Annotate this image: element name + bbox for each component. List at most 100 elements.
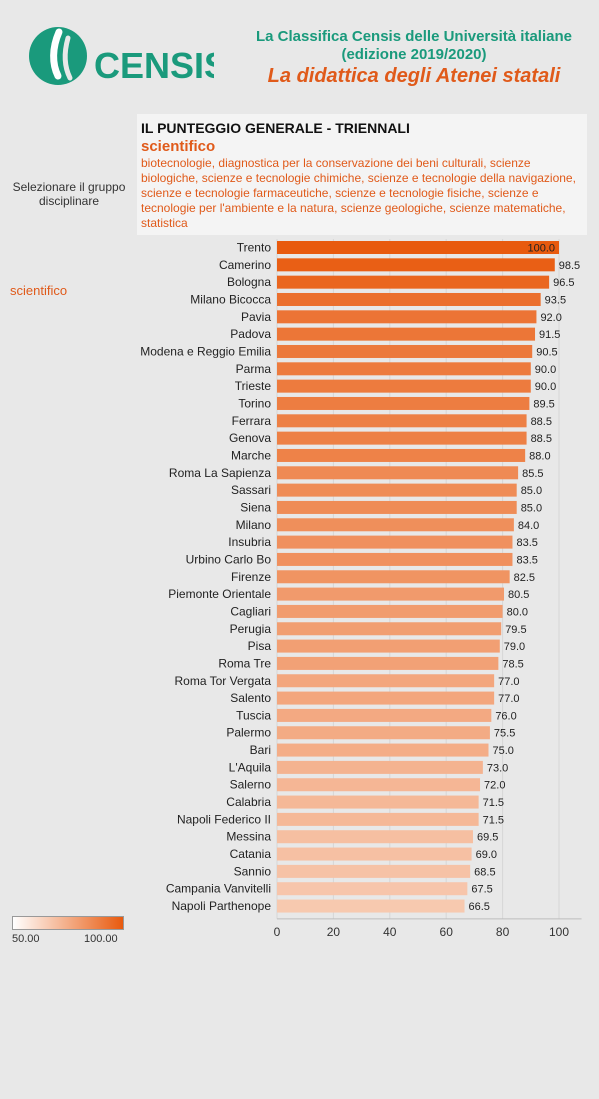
bar (277, 518, 514, 532)
bar (277, 258, 555, 272)
category-label: Padova (230, 327, 271, 341)
bar (277, 241, 559, 254)
category-label: Trieste (235, 379, 272, 393)
category-label: Catania (230, 847, 272, 861)
panel-subtitle: scientifico (141, 138, 216, 155)
value-label: 90.0 (535, 364, 556, 376)
bar (277, 570, 510, 584)
value-label: 68.5 (474, 866, 495, 878)
legend-max-label: 100.00 (84, 933, 118, 945)
value-label: 71.5 (483, 814, 504, 826)
value-label: 88.0 (529, 450, 550, 462)
category-label: Trento (237, 241, 272, 255)
category-label: Perugia (230, 622, 272, 636)
value-label: 84.0 (518, 520, 539, 532)
value-label: 90.5 (536, 346, 557, 358)
category-label: Genova (229, 431, 271, 445)
value-label: 80.0 (507, 606, 528, 618)
value-label: 90.0 (535, 381, 556, 393)
value-label: 78.5 (502, 658, 523, 670)
bar (277, 656, 499, 670)
value-label: 77.0 (498, 693, 519, 705)
category-label: Salento (230, 691, 271, 705)
category-label: Urbino Carlo Bo (186, 552, 272, 566)
value-label: 89.5 (533, 398, 554, 410)
value-label: 77.0 (498, 676, 519, 688)
value-label: 93.5 (545, 294, 566, 306)
category-label: Marche (231, 448, 271, 462)
bar (277, 760, 483, 774)
bar (277, 552, 513, 566)
bar (277, 500, 517, 514)
filter-value[interactable]: scientifico (10, 283, 68, 298)
category-label: Firenze (231, 570, 271, 584)
bar (277, 743, 489, 757)
value-label: 75.0 (493, 745, 514, 757)
value-label: 72.0 (484, 780, 505, 792)
value-label: 92.0 (540, 312, 561, 324)
x-tick-label: 20 (327, 925, 341, 939)
value-label: 85.0 (521, 502, 542, 514)
category-label: Messina (226, 830, 271, 844)
category-label: Modena e Reggio Emilia (140, 344, 271, 358)
bar (277, 604, 503, 618)
bar (277, 327, 536, 341)
value-label: 100.0 (527, 243, 555, 255)
category-label: Napoli Parthenope (172, 899, 272, 913)
bar (277, 310, 537, 324)
value-label: 73.0 (487, 762, 508, 774)
color-legend (12, 916, 124, 930)
bar (277, 431, 527, 445)
value-label: 67.5 (471, 884, 492, 896)
header-subtitle: La didattica degli Atenei statali (267, 65, 561, 87)
header-title-line2: (edizione 2019/2020) (341, 46, 487, 63)
value-label: 83.5 (516, 554, 537, 566)
bar (277, 483, 517, 497)
value-label: 82.5 (514, 572, 535, 584)
category-label: Pavia (241, 310, 271, 324)
value-label: 69.0 (476, 849, 497, 861)
value-label: 76.0 (495, 710, 516, 722)
panel-title: IL PUNTEGGIO GENERALE - TRIENNALI (141, 120, 410, 136)
category-label: Milano Bicocca (190, 292, 271, 306)
category-label: Bari (250, 743, 271, 757)
bar (277, 535, 513, 549)
value-label: 91.5 (539, 329, 560, 341)
bar (277, 812, 479, 826)
value-label: 88.5 (531, 416, 552, 428)
category-label: Pisa (248, 639, 272, 653)
value-label: 79.5 (505, 624, 526, 636)
bar (277, 674, 495, 688)
censis-logo: CENSIS (28, 26, 214, 86)
bar (277, 414, 527, 428)
bar (277, 830, 473, 844)
panel-description: biotecnologie, diagnostica per la conser… (141, 156, 576, 230)
value-label: 98.5 (559, 260, 580, 272)
bar (277, 275, 550, 289)
x-tick-label: 100 (549, 925, 569, 939)
category-label: Camerino (219, 258, 271, 272)
value-label: 71.5 (483, 797, 504, 809)
x-tick-label: 60 (440, 925, 454, 939)
category-label: Ferrara (232, 414, 272, 428)
category-label: Roma La Sapienza (169, 466, 271, 480)
bar (277, 864, 471, 878)
value-label: 69.5 (477, 832, 498, 844)
bar (277, 622, 502, 636)
info-panel: IL PUNTEGGIO GENERALE - TRIENNALI scient… (137, 114, 587, 235)
bar (277, 691, 495, 705)
value-label: 80.5 (508, 589, 529, 601)
bar (277, 466, 519, 480)
category-label: Campania Vanvitelli (166, 882, 271, 896)
bar (277, 396, 530, 410)
legend-min-label: 50.00 (12, 933, 40, 945)
bar (277, 847, 472, 861)
category-label: Piemonte Orientale (168, 587, 271, 601)
category-label: Roma Tor Vergata (175, 674, 272, 688)
value-label: 96.5 (553, 277, 574, 289)
value-label: 85.5 (522, 468, 543, 480)
category-label: Calabria (226, 795, 271, 809)
value-label: 83.5 (516, 537, 537, 549)
header-title-line1: La Classifica Censis delle Università it… (256, 28, 572, 45)
category-label: Insubria (228, 535, 271, 549)
